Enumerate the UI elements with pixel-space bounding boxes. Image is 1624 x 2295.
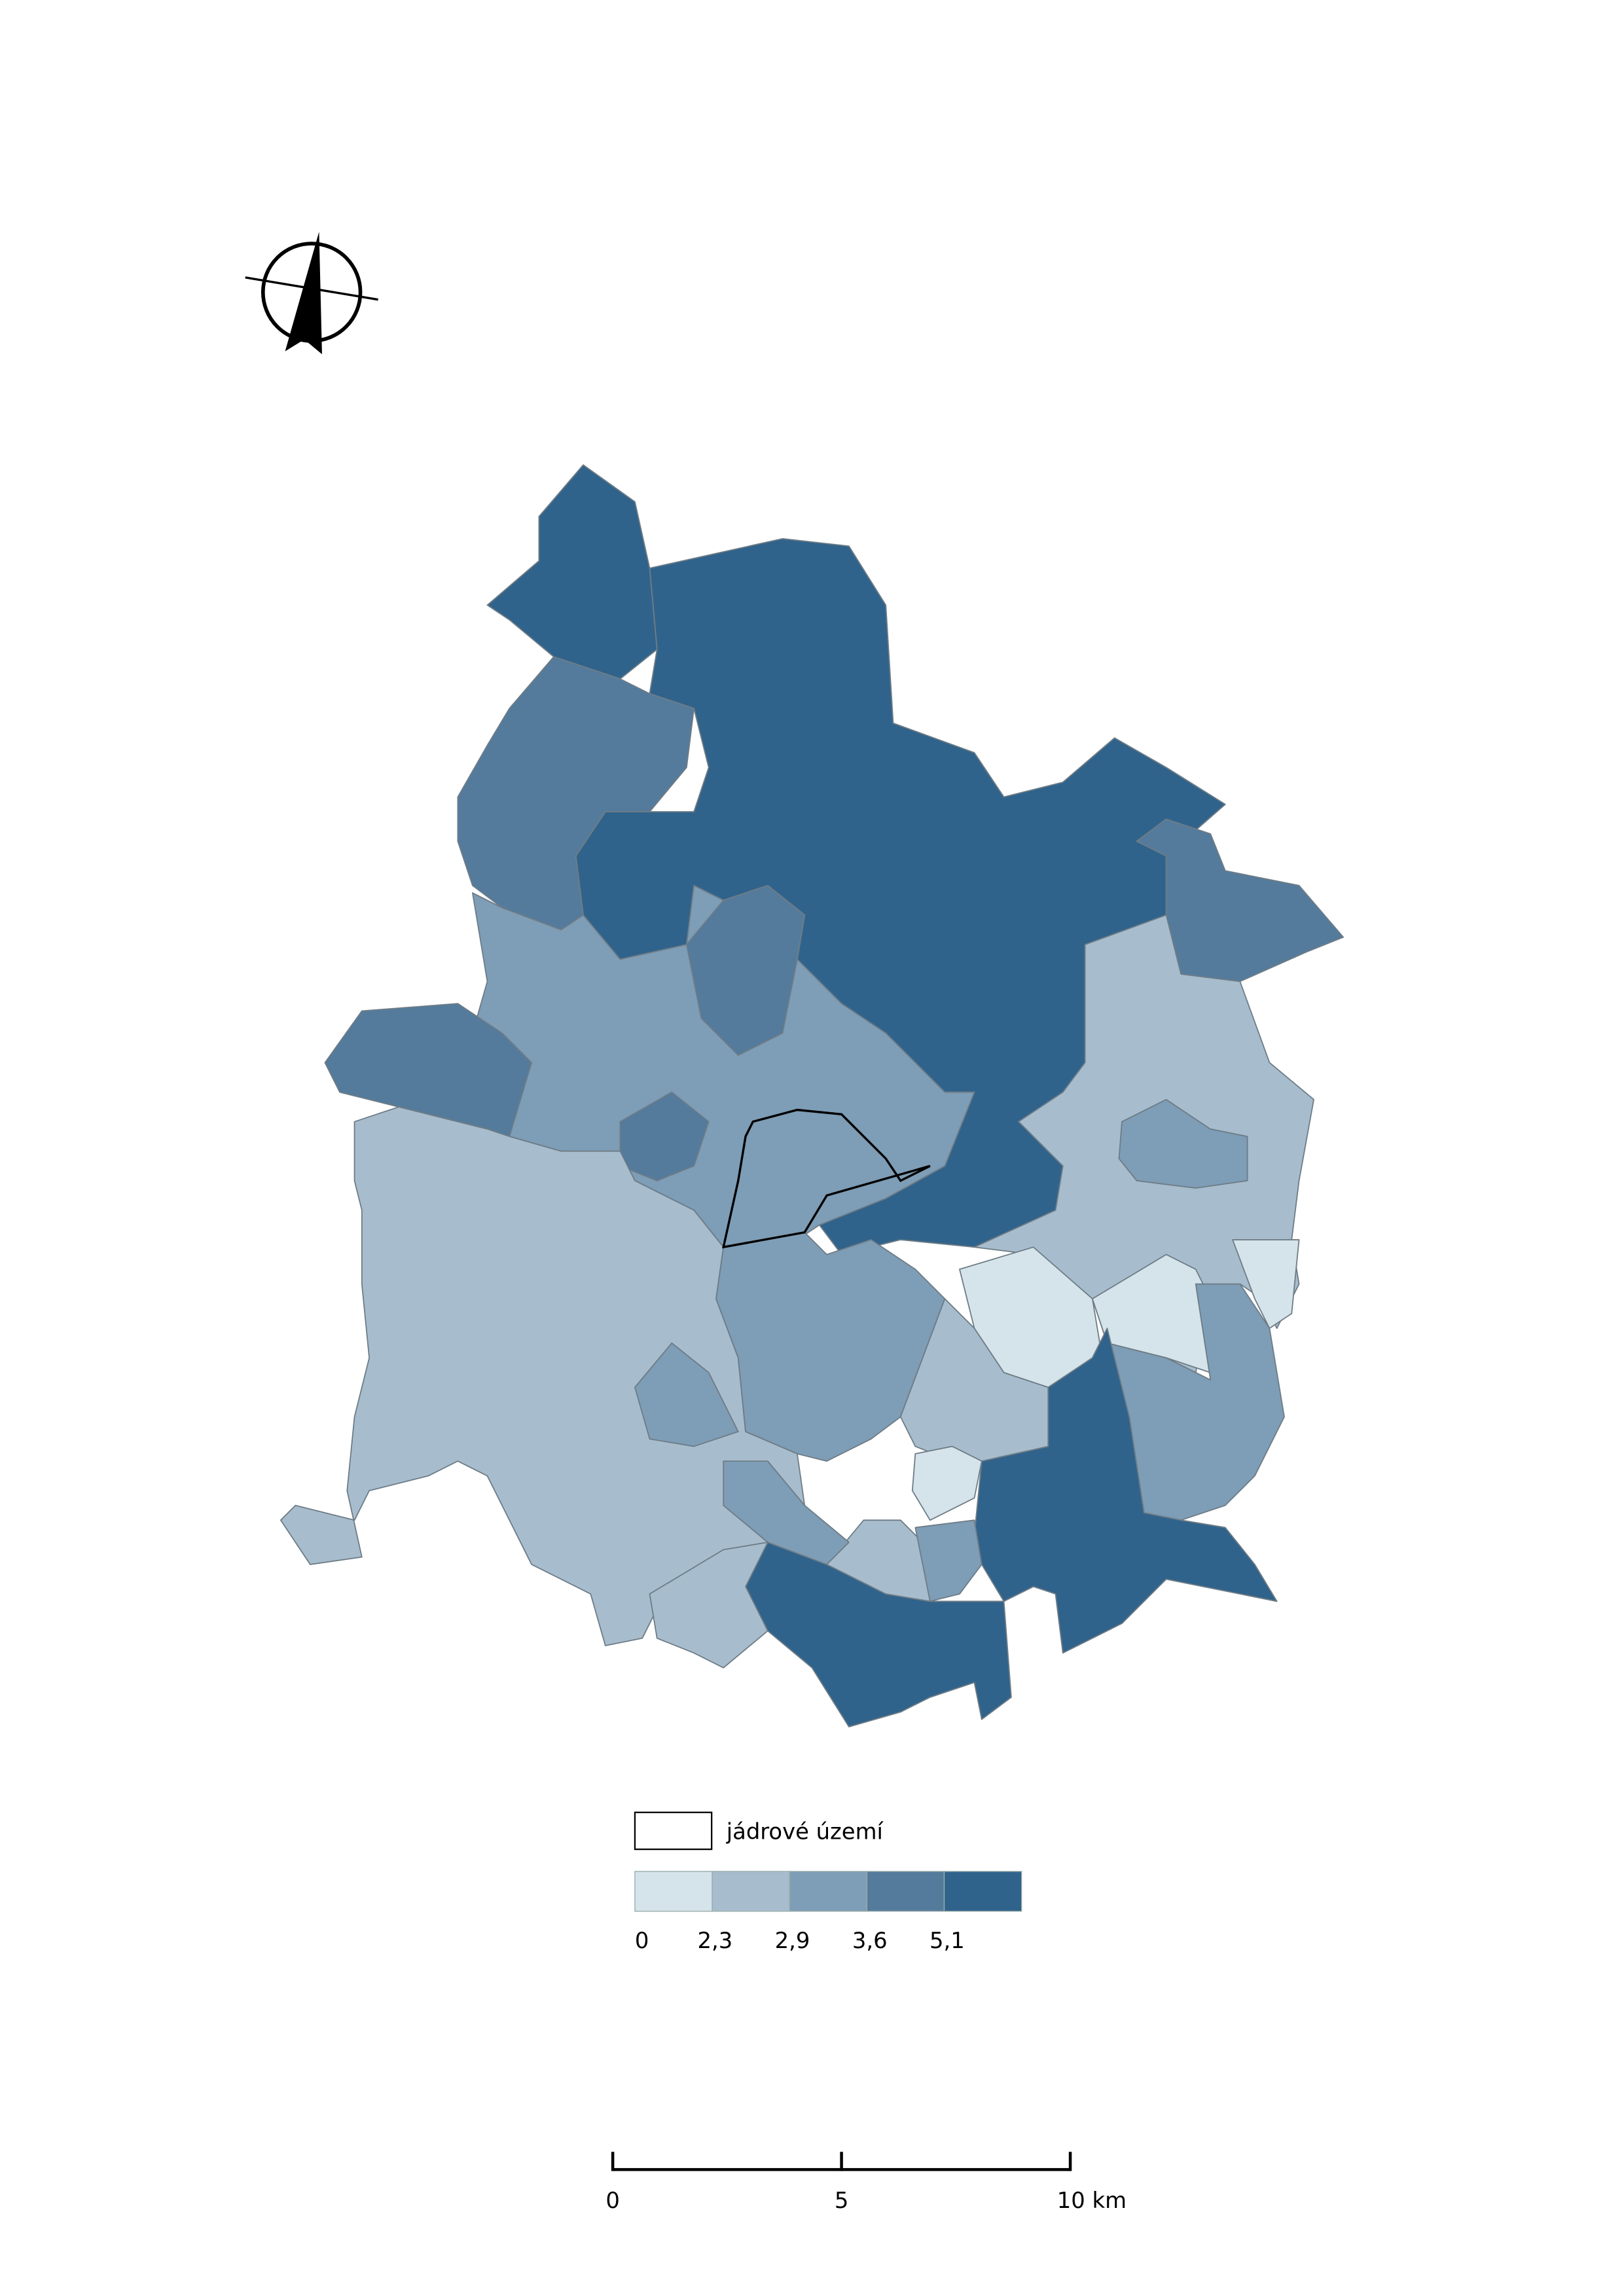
north-arrow	[245, 231, 378, 355]
scale-bar: 0 5 10 km	[605, 2152, 1127, 2213]
region	[911, 1445, 983, 1521]
region	[280, 1106, 806, 1646]
region	[685, 884, 806, 1056]
core-legend-label: jádrové území	[726, 1818, 884, 1844]
legend-swatch	[789, 1871, 868, 1912]
legend-break-label: 3,6	[852, 1928, 888, 1953]
legend-classes: 0 2,3 2,9 3,6 5,1	[634, 1871, 1022, 1953]
core-area	[722, 1108, 931, 1249]
region	[1136, 818, 1344, 983]
regions	[280, 464, 1344, 1727]
region	[486, 464, 658, 680]
region	[1118, 1098, 1248, 1189]
legend-swatch	[634, 1871, 713, 1912]
region	[723, 1460, 850, 1565]
legend-swatch	[943, 1871, 1022, 1912]
core-legend-box	[634, 1811, 713, 1851]
legend-swatch	[712, 1871, 790, 1912]
region	[457, 656, 695, 931]
legend-break-label: 2,3	[698, 1928, 733, 1953]
region	[914, 1519, 983, 1602]
legend-break-label: 2,9	[775, 1928, 810, 1953]
scale-label: 10 km	[1057, 2188, 1127, 2213]
region	[324, 1003, 533, 1137]
scale-label: 0	[605, 2188, 620, 2213]
legend-break-label: 0	[635, 1928, 649, 1953]
legend-break-label: 5,1	[929, 1928, 965, 1953]
scale-label: 5	[835, 2188, 849, 2213]
region	[634, 1342, 739, 1447]
legend-swatch	[866, 1871, 945, 1912]
region	[649, 1542, 768, 1669]
region	[1232, 1239, 1300, 1329]
